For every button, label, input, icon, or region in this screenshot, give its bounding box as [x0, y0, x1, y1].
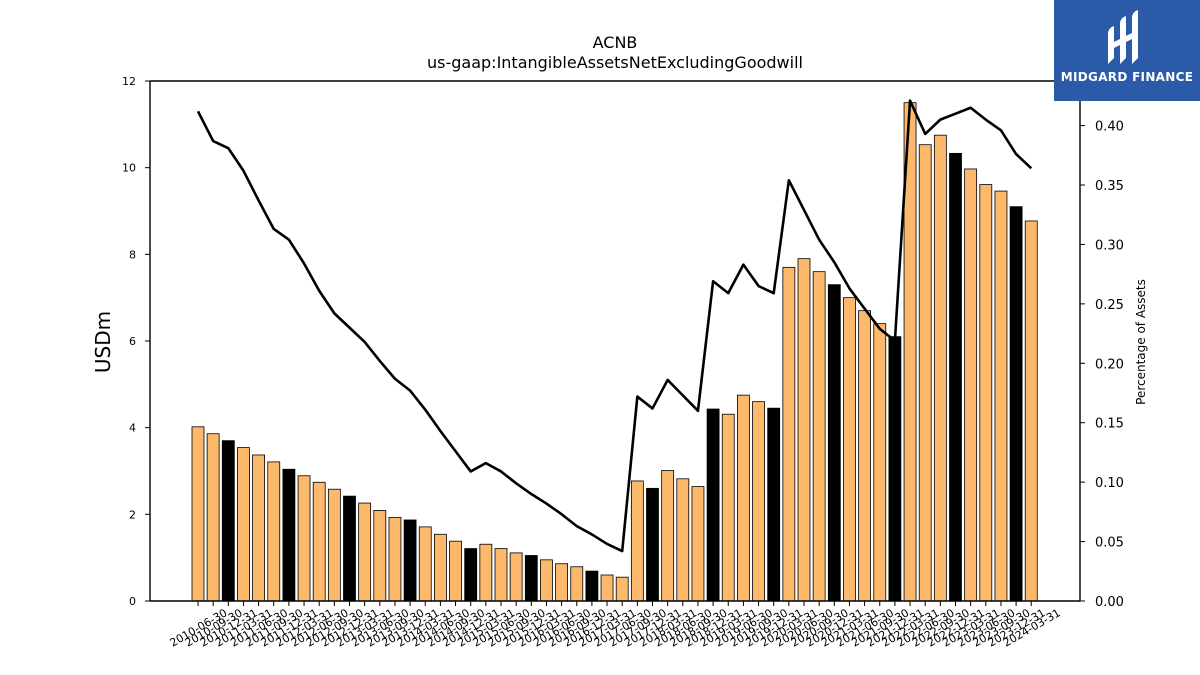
- y-tick-label: 10: [122, 162, 136, 175]
- bar: [191, 426, 205, 602]
- bar: [570, 566, 584, 602]
- bar: [524, 555, 538, 602]
- bar: [267, 461, 281, 602]
- bar: [858, 310, 871, 602]
- bar: [737, 394, 750, 602]
- bar: [449, 540, 462, 602]
- bar: [252, 454, 266, 602]
- bar: [327, 488, 341, 602]
- bar: [646, 487, 659, 602]
- y2-tick-label: 0.25: [1095, 298, 1124, 313]
- bar: [237, 447, 250, 602]
- axes-group: 0 2 4 6 8 10 12 0.00 0.05 0.10 0.15 0.20 0.25 0.30 0.3…: [122, 75, 1124, 650]
- bar: [721, 413, 735, 602]
- brand-name: MIDGARD FINANCE: [1060, 70, 1194, 84]
- y-tick-label: 12: [122, 75, 136, 88]
- line-group: [196, 99, 1033, 553]
- bar: [297, 475, 311, 602]
- bar: [585, 570, 599, 602]
- bar: [797, 258, 811, 602]
- bar: [994, 190, 1008, 602]
- bar: [812, 271, 826, 602]
- bar: [782, 266, 796, 602]
- bar: [933, 134, 947, 602]
- bar: [555, 563, 568, 602]
- y2-tick-label: 0.05: [1095, 536, 1124, 551]
- bar: [676, 478, 690, 602]
- y2-tick-label: 0.40: [1095, 120, 1124, 135]
- bar: [661, 470, 675, 602]
- bar: [615, 576, 629, 602]
- bar: [494, 548, 508, 602]
- bar: [540, 559, 553, 602]
- y2-axis-label: Percentage of Assets: [1134, 279, 1148, 405]
- bar: [706, 408, 720, 602]
- bar: [358, 502, 372, 602]
- y2-tick-label: 0.15: [1095, 417, 1124, 432]
- brand-logo: MIDGARD FINANCE: [1054, 0, 1200, 101]
- bars-group: [191, 102, 1038, 602]
- bar: [464, 548, 478, 602]
- bar: [509, 552, 523, 602]
- bar: [949, 152, 962, 602]
- y-tick-label: 2: [129, 508, 136, 521]
- bar: [630, 480, 644, 602]
- bar: [767, 407, 781, 602]
- bar: [873, 323, 887, 602]
- y-tick-label: 6: [129, 335, 136, 348]
- y2-tick-label: 0.10: [1095, 476, 1124, 491]
- bar: [964, 168, 978, 602]
- percentage-line: [196, 99, 1033, 553]
- midgard-m-icon: [1108, 10, 1138, 64]
- bar: [1024, 220, 1038, 602]
- y2-tick-label: 0.00: [1095, 595, 1124, 610]
- bar: [403, 519, 417, 602]
- bar: [206, 433, 220, 602]
- y-tick-label: 4: [129, 422, 136, 435]
- bar: [1009, 206, 1023, 602]
- bar: [979, 184, 993, 602]
- bar: [888, 336, 902, 602]
- bar: [433, 533, 447, 602]
- y2-tick-label: 0.35: [1095, 179, 1124, 194]
- bar: [343, 495, 356, 602]
- y2-tick-label: 0.30: [1095, 238, 1124, 253]
- y-tick-label: 0: [129, 595, 136, 608]
- bar: [479, 543, 493, 602]
- bar: [691, 486, 705, 602]
- bar: [418, 526, 432, 602]
- chart-subtitle: us-gaap:IntangibleAssetsNetExcludingGood…: [427, 53, 803, 72]
- bar: [221, 440, 235, 602]
- bar: [918, 144, 932, 602]
- bar: [312, 481, 326, 602]
- bar: [752, 401, 765, 602]
- bar: [827, 284, 841, 602]
- bar: [600, 574, 614, 602]
- bar: [373, 510, 387, 602]
- bar: [282, 468, 296, 602]
- y-tick-label: 8: [129, 248, 136, 261]
- bar: [843, 297, 856, 602]
- y2-tick-label: 0.20: [1095, 357, 1124, 372]
- y-axis-label: USDm: [91, 311, 115, 373]
- chart-title: ACNB: [593, 33, 638, 52]
- bar: [388, 516, 402, 602]
